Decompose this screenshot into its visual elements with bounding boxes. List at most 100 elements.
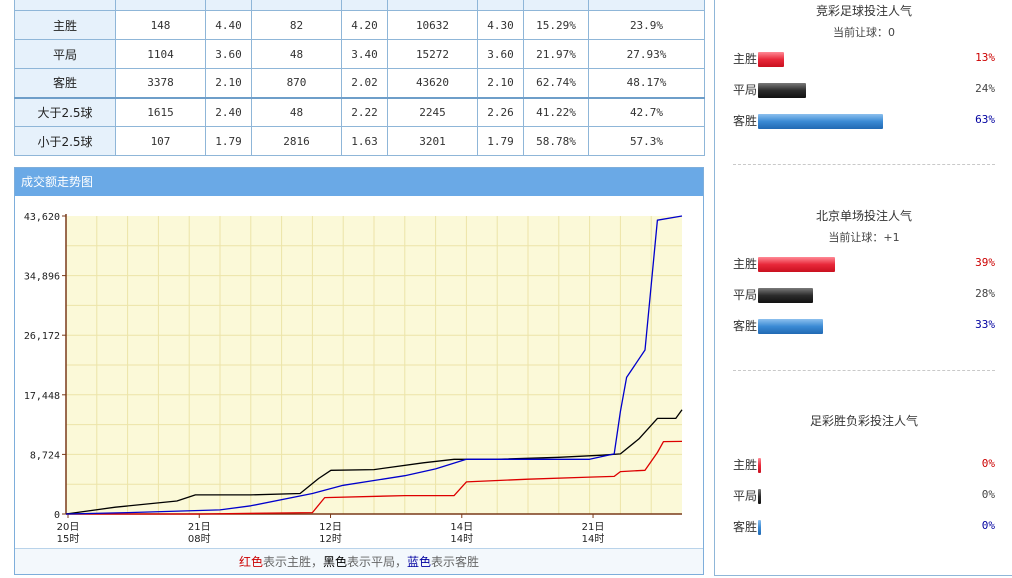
popularity-label: 客胜 bbox=[733, 114, 758, 128]
legend-black-word: 黑色 bbox=[322, 555, 347, 569]
table-cell: 3378 bbox=[115, 68, 206, 98]
table-cell: 15272 bbox=[387, 39, 478, 69]
chart-series bbox=[65, 215, 683, 515]
table-cell: 3.60 bbox=[477, 39, 524, 69]
row-label: 大于2.5球 bbox=[14, 96, 116, 127]
chart-grid bbox=[66, 216, 682, 514]
table-cell: 27.93% bbox=[588, 39, 705, 69]
header-cell bbox=[341, 0, 388, 11]
header-cell bbox=[588, 0, 705, 11]
popularity-section-zucai: 足彩胜负彩投注人气 主胜 0% 平局 0% 客胜 0% bbox=[715, 410, 1012, 543]
legend-red-text: 表示主胜， bbox=[262, 555, 323, 569]
popularity-row-home: 主胜 39% bbox=[715, 249, 1012, 280]
popularity-bar bbox=[758, 458, 761, 473]
header-cell bbox=[387, 0, 478, 11]
popularity-handicap: 当前让球：0 bbox=[833, 26, 895, 39]
popularity-row-away: 客胜 0% bbox=[715, 512, 1012, 543]
section-divider bbox=[733, 164, 995, 165]
x-tick-label-hour: 08时 bbox=[188, 533, 211, 544]
header-cell bbox=[251, 0, 342, 11]
odds-table: 主胜 148 4.40 82 4.20 10632 4.30 15.29% 23… bbox=[14, 0, 705, 156]
x-tick-label-hour: 14时 bbox=[582, 533, 605, 544]
y-tick-label: 26,172 bbox=[24, 331, 60, 342]
y-tick-label: 0 bbox=[54, 510, 60, 521]
popularity-label: 平局 bbox=[733, 83, 758, 97]
table-cell: 1.79 bbox=[477, 126, 524, 156]
table-cell: 4.20 bbox=[341, 10, 388, 40]
table-row: 大于2.5球 1615 2.40 48 2.22 2245 2.26 41.22… bbox=[14, 96, 705, 127]
table-row: 客胜 3378 2.10 870 2.02 43620 2.10 62.74% … bbox=[14, 68, 705, 98]
popularity-bar bbox=[758, 52, 784, 67]
popularity-bar bbox=[758, 83, 806, 98]
table-cell: 58.78% bbox=[523, 126, 589, 156]
table-cell: 1.79 bbox=[205, 126, 252, 156]
popularity-percent: 0% bbox=[981, 457, 995, 470]
popularity-row-draw: 平局 0% bbox=[715, 481, 1012, 512]
legend-blue-text: 表示客胜 bbox=[431, 555, 480, 569]
row-label: 小于2.5球 bbox=[14, 126, 116, 156]
popularity-percent: 63% bbox=[975, 113, 995, 126]
popularity-bar bbox=[758, 489, 761, 504]
x-tick-label-hour: 15时 bbox=[57, 533, 80, 544]
table-cell: 2.22 bbox=[341, 96, 388, 127]
popularity-label: 主胜 bbox=[733, 52, 758, 66]
chart-panel-title: 成交额走势图 bbox=[15, 168, 703, 196]
series-line-draw bbox=[65, 409, 683, 515]
table-cell: 23.9% bbox=[588, 10, 705, 40]
table-cell: 3201 bbox=[387, 126, 478, 156]
x-tick-label-day: 21日 bbox=[582, 522, 605, 533]
popularity-title: 足彩胜负彩投注人气 bbox=[809, 414, 918, 428]
popularity-label: 客胜 bbox=[733, 319, 758, 333]
x-tick-label-day: 14日 bbox=[450, 522, 473, 533]
table-cell: 870 bbox=[251, 68, 342, 98]
turnover-line-chart: 0 8,724 17,448 26,172 34,896 43,620 20日 15时 21日 0… bbox=[15, 196, 703, 544]
popularity-row-draw: 平局 28% bbox=[715, 280, 1012, 311]
y-tick-label: 43,620 bbox=[24, 212, 60, 223]
odds-table-container: 主胜 148 4.40 82 4.20 10632 4.30 15.29% 23… bbox=[14, 0, 705, 156]
legend-red-word: 红色 bbox=[238, 555, 263, 569]
table-cell: 1615 bbox=[115, 96, 206, 127]
section-divider bbox=[733, 370, 995, 371]
popularity-bar bbox=[758, 288, 814, 303]
popularity-percent: 24% bbox=[975, 82, 995, 95]
x-tick-label-day: 21日 bbox=[188, 522, 211, 533]
popularity-label: 主胜 bbox=[733, 458, 758, 472]
popularity-row-away: 客胜 63% bbox=[715, 106, 1012, 137]
popularity-percent: 39% bbox=[975, 256, 995, 269]
turnover-chart-panel: 成交额走势图 0 8,724 17,448 26,172 34,896 43,620 20日… bbox=[14, 167, 704, 575]
table-cell: 48 bbox=[251, 39, 342, 69]
table-cell: 15.29% bbox=[523, 10, 589, 40]
table-row: 主胜 148 4.40 82 4.20 10632 4.30 15.29% 23… bbox=[14, 10, 705, 40]
y-tick-label: 17,448 bbox=[24, 391, 60, 402]
popularity-section-jingcai: 竞彩足球投注人气 当前让球：0 主胜 13% 平局 24% 客胜 63% bbox=[715, 0, 1012, 137]
x-tick-label-hour: 12时 bbox=[319, 533, 342, 544]
table-header-row bbox=[14, 0, 705, 11]
legend-blue-word: 蓝色 bbox=[407, 555, 432, 569]
popularity-percent: 0% bbox=[981, 488, 995, 501]
table-cell: 148 bbox=[115, 10, 206, 40]
table-cell: 2.40 bbox=[205, 96, 252, 127]
popularity-label: 平局 bbox=[733, 489, 758, 503]
popularity-bar bbox=[758, 319, 824, 334]
row-label: 客胜 bbox=[14, 68, 116, 98]
table-cell: 4.30 bbox=[477, 10, 524, 40]
popularity-bar bbox=[758, 114, 883, 129]
popularity-row-home: 主胜 13% bbox=[715, 44, 1012, 75]
popularity-percent: 28% bbox=[975, 287, 995, 300]
popularity-percent: 13% bbox=[975, 51, 995, 64]
popularity-panel: 竞彩足球投注人气 当前让球：0 主胜 13% 平局 24% 客胜 63% 北京单… bbox=[714, 0, 1012, 576]
chart-svg: 08,72417,44826,17234,89643,62020日15时21日0… bbox=[24, 212, 683, 544]
series-line-home bbox=[66, 440, 683, 515]
chart-ticks: 08,72417,44826,17234,89643,62020日15时21日0… bbox=[24, 212, 605, 544]
popularity-bar bbox=[758, 520, 761, 535]
popularity-row-away: 客胜 33% bbox=[715, 311, 1012, 342]
table-cell: 21.97% bbox=[523, 39, 589, 69]
table-cell: 2816 bbox=[251, 126, 342, 156]
popularity-label: 主胜 bbox=[733, 257, 758, 271]
table-cell: 41.22% bbox=[523, 96, 589, 127]
popularity-percent: 33% bbox=[975, 318, 995, 331]
table-cell: 42.7% bbox=[588, 96, 705, 127]
table-cell: 1.63 bbox=[341, 126, 388, 156]
popularity-title: 竞彩足球投注人气 bbox=[815, 4, 912, 18]
table-cell: 3.60 bbox=[205, 39, 252, 69]
